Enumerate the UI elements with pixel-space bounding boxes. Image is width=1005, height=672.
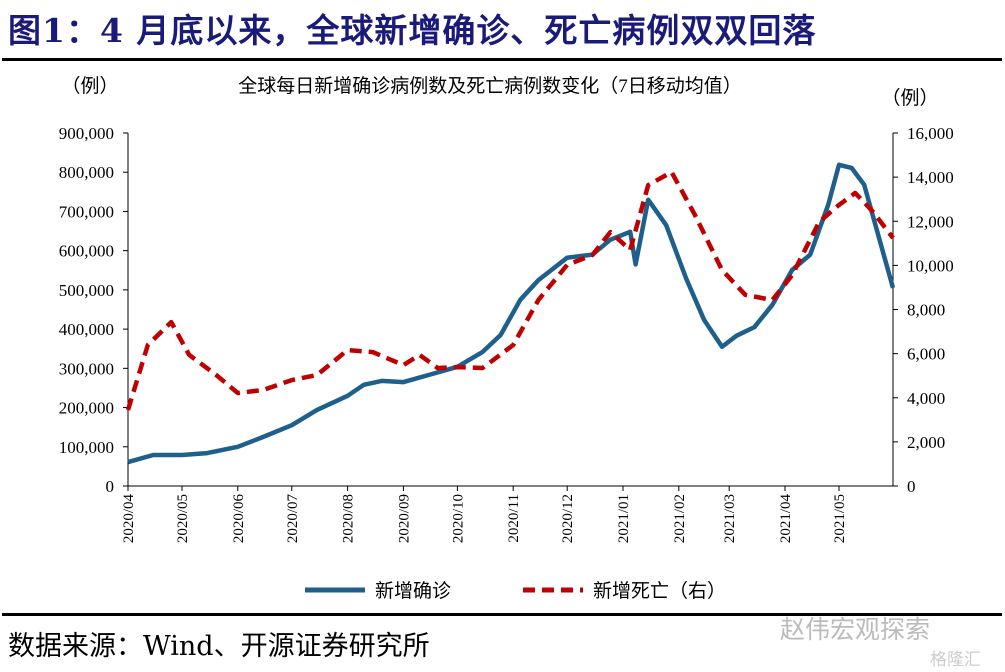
x-tick-label: 2021/01 [616,494,632,543]
page-title: 图1：4 月底以来，全球新增确诊、死亡病例双双回落 [8,11,817,50]
series-line-cases [127,162,896,465]
y-tick-label: 700,000 [59,202,114,221]
x-tick-label: 2021/05 [832,494,848,543]
x-tick-label: 2020/07 [285,494,301,544]
series-line-deaths [125,169,895,411]
y2-tick-label: 10,000 [907,256,954,275]
y-axis-label: （例） [61,75,118,97]
y-tick-label: 900,000 [59,124,114,143]
y2-tick-label: 12,000 [907,212,954,231]
x-tick-label: 2020/04 [121,494,137,544]
y-tick-label: 800,000 [59,163,114,182]
x-tick-label: 2020/05 [175,494,191,543]
x-tick-label: 2020/08 [341,494,357,543]
y2-tick-label: 4,000 [907,389,945,408]
legend: 新增确诊 新增死亡（右） [305,580,726,602]
y-tick-label: 100,000 [59,438,114,457]
y2-tick-label: 16,000 [907,124,954,143]
x-tick-label: 2020/11 [506,494,522,543]
source-note: 数据来源：Wind、开源证券研究所 [8,631,430,662]
y-tick-label: 400,000 [59,320,114,339]
top-divider [2,58,1002,61]
chart-title: 全球每日新增确诊病例数及死亡病例数变化（7日移动均值） [238,75,742,97]
y-tick-label: 300,000 [59,359,114,378]
y-tick-label: 500,000 [59,281,114,300]
y-tick-label: 600,000 [59,242,114,261]
y2-tick-label: 8,000 [907,301,945,320]
x-tick-label: 2021/02 [672,494,688,543]
watermark-logo: 格隆汇 [930,650,981,670]
x-tick-label: 2021/04 [778,494,794,544]
x-tick-label: 2020/12 [560,494,576,543]
watermark: 赵伟宏观探索 [780,615,931,644]
bottom-divider [2,613,1002,616]
y-tick-label: 200,000 [59,399,114,418]
y2-tick-label: 6,000 [907,345,945,364]
x-tick-label: 2020/09 [396,494,412,543]
y2-tick-label: 0 [907,477,916,496]
y2-tick-label: 2,000 [907,433,945,452]
legend-label-cases: 新增确诊 [375,580,451,602]
y2-axis-label: （例） [881,87,938,109]
x-tick-label: 2021/03 [722,494,738,543]
y-tick-label: 0 [106,477,115,496]
legend-label-deaths: 新增死亡（右） [593,580,726,602]
y2-tick-label: 14,000 [907,168,954,187]
chart: 全球每日新增确诊病例数及死亡病例数变化（7日移动均值） （例） （例） 0 100… [59,75,954,602]
x-tick-label: 2020/06 [231,494,247,544]
x-tick-label: 2020/10 [450,494,466,543]
